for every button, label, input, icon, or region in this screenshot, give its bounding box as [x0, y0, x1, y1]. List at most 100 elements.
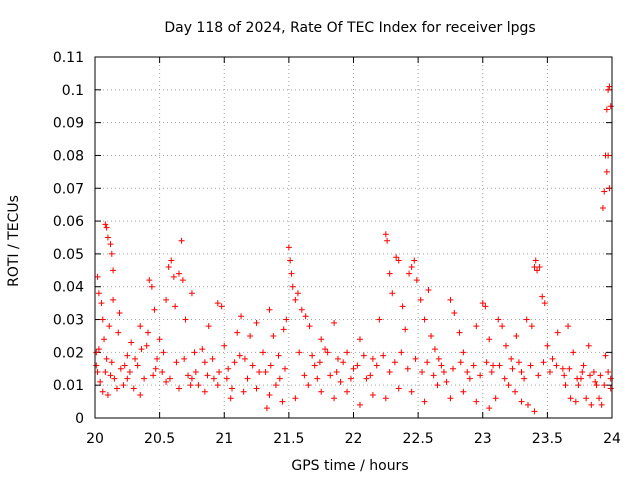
data-point: [187, 382, 194, 389]
data-point: [451, 309, 458, 316]
y-tick-label: 0.05: [53, 247, 84, 263]
data-point: [486, 405, 493, 412]
data-point: [192, 369, 199, 376]
data-point: [221, 342, 228, 349]
data-point: [191, 349, 198, 356]
data-point: [521, 375, 528, 382]
data-point: [306, 323, 313, 330]
data-point: [598, 401, 605, 408]
data-point: [146, 277, 153, 284]
data-point: [509, 365, 516, 372]
data-point: [579, 369, 586, 376]
data-point: [398, 349, 405, 356]
data-point: [104, 234, 111, 241]
y-tick-label: 0.02: [53, 345, 84, 361]
data-point: [528, 323, 535, 330]
data-point: [107, 241, 114, 248]
data-point: [421, 398, 428, 405]
data-point: [166, 375, 173, 382]
data-point: [104, 392, 111, 399]
data-point: [331, 395, 338, 402]
data-point: [188, 290, 195, 297]
data-point: [253, 319, 260, 326]
data-point: [227, 395, 234, 402]
data-point: [256, 369, 263, 376]
data-point: [356, 336, 363, 343]
data-point: [460, 349, 467, 356]
data-point: [438, 362, 445, 369]
y-tick-label: 0.06: [53, 214, 84, 230]
x-tick-label: 22: [345, 431, 363, 447]
data-point: [231, 359, 238, 366]
data-point: [294, 290, 301, 297]
data-point: [238, 313, 245, 320]
y-tick-label: 0.07: [53, 181, 84, 197]
data-point: [399, 303, 406, 310]
data-point: [108, 250, 115, 257]
data-point: [477, 372, 484, 379]
data-point: [314, 375, 321, 382]
data-point: [309, 352, 316, 359]
data-point: [412, 355, 419, 362]
data-point: [103, 355, 110, 362]
data-point: [266, 392, 273, 399]
data-point: [596, 395, 603, 402]
x-tick-label: 23.5: [532, 431, 563, 447]
data-point: [575, 382, 582, 389]
data-point: [102, 221, 109, 228]
data-point: [247, 332, 254, 339]
data-point: [603, 168, 610, 175]
data-point: [285, 244, 292, 251]
data-point: [337, 378, 344, 385]
data-point: [178, 237, 185, 244]
data-point: [263, 405, 270, 412]
data-point: [244, 375, 251, 382]
data-point: [411, 257, 418, 264]
data-point: [170, 273, 177, 280]
data-point: [508, 355, 515, 362]
data-point: [110, 296, 117, 303]
data-point: [541, 300, 548, 307]
data-point: [95, 346, 102, 353]
x-tick-label: 22.5: [403, 431, 434, 447]
data-point: [152, 365, 159, 372]
data-point: [334, 355, 341, 362]
data-point: [272, 382, 279, 389]
data-point: [322, 346, 329, 353]
data-point: [431, 346, 438, 353]
data-point: [163, 296, 170, 303]
data-point: [124, 352, 131, 359]
data-point: [209, 355, 216, 362]
y-tick-label: 0.09: [53, 116, 84, 132]
data-point: [117, 365, 124, 372]
data-point: [160, 349, 167, 356]
data-point: [561, 372, 568, 379]
x-tick-label: 21.5: [273, 431, 304, 447]
data-point: [546, 369, 553, 376]
data-point: [111, 375, 118, 382]
y-tick-label: 0.01: [53, 378, 84, 394]
data-point: [559, 365, 566, 372]
data-point: [116, 309, 123, 316]
data-point: [599, 204, 606, 211]
x-tick-label: 20: [86, 431, 104, 447]
data-point: [324, 349, 331, 356]
data-point: [173, 359, 180, 366]
data-point: [218, 303, 225, 310]
data-point: [99, 316, 106, 323]
data-point: [597, 372, 604, 379]
data-point: [236, 352, 243, 359]
data-point: [223, 375, 230, 382]
data-point: [143, 342, 150, 349]
data-point: [479, 300, 486, 307]
data-point: [495, 316, 502, 323]
data-point: [501, 375, 508, 382]
data-point: [601, 188, 608, 195]
data-point: [588, 401, 595, 408]
data-point: [473, 323, 480, 330]
data-point: [574, 375, 581, 382]
data-point: [281, 365, 288, 372]
data-point: [205, 323, 212, 330]
x-tick-label: 21: [215, 431, 233, 447]
data-point: [287, 257, 294, 264]
